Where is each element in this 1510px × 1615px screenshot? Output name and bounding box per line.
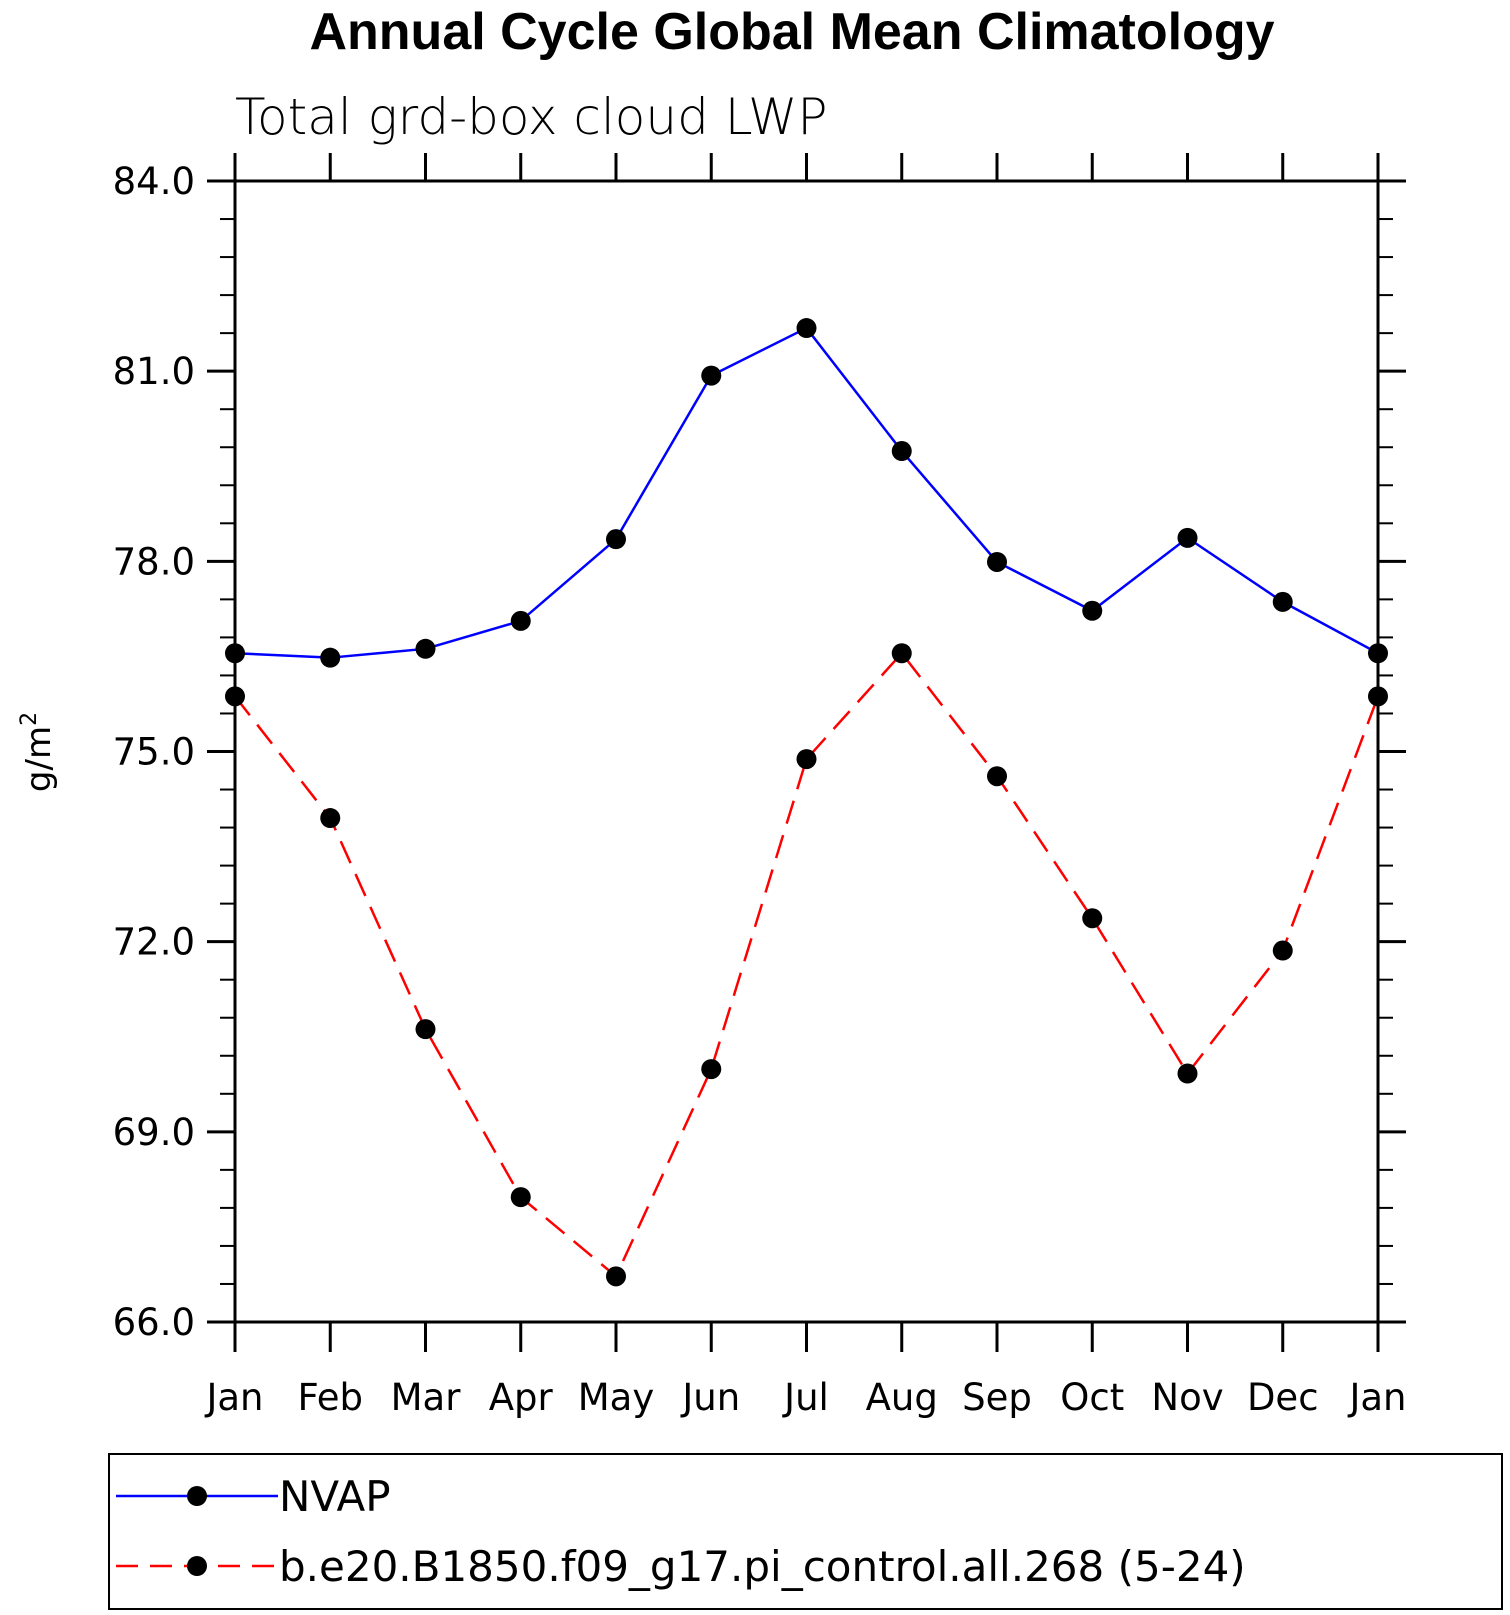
data-point <box>606 529 626 550</box>
legend-marker-nvap <box>187 1486 207 1506</box>
x-tick-labels: Jan Feb Mar Apr May Jun Jul Aug Sep Oct Nov Dec Jan <box>204 1376 1406 1419</box>
y-tick-label: 66.0 <box>113 1301 195 1344</box>
series-line <box>234 326 1379 659</box>
y-tick-label: 84.0 <box>113 160 195 203</box>
data-point <box>1177 1063 1198 1084</box>
x-tick-label: Apr <box>489 1376 554 1419</box>
x-tick-label: May <box>578 1376 655 1419</box>
y-tick-label: 81.0 <box>113 350 195 393</box>
x-tick-label: Aug <box>866 1376 938 1419</box>
series-layer <box>225 318 1388 1287</box>
x-tick-label: Dec <box>1247 1376 1319 1419</box>
data-point <box>701 365 722 386</box>
data-point <box>415 638 436 659</box>
y-tick-label: 75.0 <box>113 731 195 774</box>
data-point <box>1082 600 1103 621</box>
y-axis-label-unit: g/m <box>19 726 59 792</box>
x-tick-label: Jan <box>1347 1376 1406 1419</box>
x-tick-label: Jun <box>680 1376 740 1419</box>
chart-subtitle: Total grd-box cloud LWP <box>235 88 828 146</box>
data-point <box>415 1019 436 1040</box>
y-axis-label: g/m2 <box>17 712 59 792</box>
data-point <box>320 647 341 668</box>
x-tick-label: Jan <box>204 1376 263 1419</box>
data-point <box>701 1059 722 1080</box>
x-tick-label: Feb <box>297 1376 363 1419</box>
legend: NVAP b.e20.B1850.f09_g17.pi_control.all.… <box>116 1472 1246 1591</box>
data-point <box>510 1187 531 1208</box>
data-point <box>510 610 531 631</box>
data-point <box>987 551 1007 572</box>
legend-label-model: b.e20.B1850.f09_g17.pi_control.all.268 (… <box>279 1542 1246 1591</box>
legend-label-nvap: NVAP <box>279 1472 391 1521</box>
data-point <box>1082 908 1103 929</box>
data-point <box>320 808 341 829</box>
plot-frame <box>233 179 1380 1324</box>
series-0 <box>225 318 1388 668</box>
data-point <box>1272 940 1293 961</box>
data-point <box>1177 527 1198 548</box>
y-axis-label-superscript: 2 <box>17 712 42 726</box>
legend-marker-model <box>187 1556 207 1576</box>
data-point <box>1272 591 1293 612</box>
data-point <box>796 749 817 770</box>
series-line <box>234 651 1380 1279</box>
data-point <box>606 1266 626 1287</box>
y-tick-label: 72.0 <box>113 921 195 964</box>
data-point <box>987 766 1007 787</box>
x-tick-label: Mar <box>391 1376 462 1419</box>
y-tick-label: 78.0 <box>113 540 195 583</box>
series-1 <box>225 643 1388 1287</box>
data-point <box>796 318 817 339</box>
x-tick-label: Oct <box>1060 1376 1124 1419</box>
x-tick-label: Nov <box>1151 1376 1223 1419</box>
x-tick-label: Jul <box>782 1376 829 1419</box>
data-point <box>891 441 912 462</box>
x-tick-label: Sep <box>962 1376 1032 1419</box>
legend-box <box>108 1453 1503 1610</box>
y-tick-labels: 66.0 69.0 72.0 75.0 78.0 81.0 84.0 <box>113 160 195 1344</box>
axis-ticks <box>207 153 1406 1352</box>
chart-title: Annual Cycle Global Mean Climatology <box>309 3 1274 61</box>
y-tick-label: 69.0 <box>113 1111 195 1154</box>
data-point <box>891 643 912 664</box>
